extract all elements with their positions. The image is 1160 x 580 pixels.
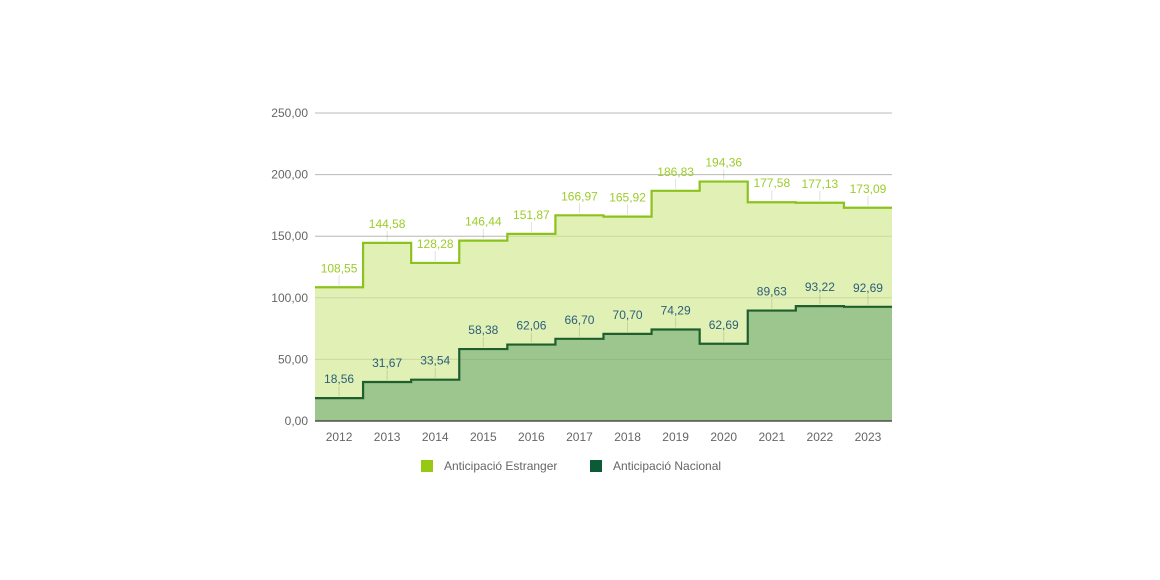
x-tick-label: 2023	[855, 430, 882, 444]
data-label: 186,83	[657, 165, 694, 179]
data-label: 33,54	[420, 354, 450, 368]
data-label: 93,22	[805, 280, 835, 294]
series-areas	[315, 112, 892, 421]
data-label: 194,36	[705, 156, 742, 170]
y-tick-label: 0,00	[285, 414, 309, 428]
data-label: 128,28	[417, 237, 454, 251]
x-tick-label: 2022	[807, 430, 834, 444]
x-tick-label: 2019	[662, 430, 689, 444]
y-tick-label: 50,00	[278, 352, 308, 366]
data-label: 31,67	[372, 356, 402, 370]
data-label: 177,13	[802, 177, 839, 191]
y-tick-label: 250,00	[271, 106, 308, 120]
data-label: 177,58	[753, 176, 790, 190]
x-tick-label: 2015	[470, 430, 497, 444]
data-label: 108,55	[321, 261, 358, 275]
line-series-1	[315, 305, 892, 400]
legend-swatch	[421, 460, 433, 472]
y-tick-label: 150,00	[271, 229, 308, 243]
data-label: 144,58	[369, 217, 406, 231]
x-tick-label: 2021	[758, 430, 785, 444]
data-label: 66,70	[564, 313, 594, 327]
legend[interactable]: Anticipació Estranger Anticipació Naciona…	[421, 459, 721, 473]
legend-item-0[interactable]: Anticipació Estranger	[421, 459, 557, 473]
data-label: 18,56	[324, 372, 354, 386]
data-labels: 108,55 144,58 128,28 146,44 151,87 166,97 165,…	[321, 156, 887, 397]
series-lines	[315, 180, 892, 400]
legend-label: Anticipació Nacional	[613, 459, 721, 473]
data-label: 70,70	[613, 308, 643, 322]
x-tick-label: 2017	[566, 430, 593, 444]
data-label: 166,97	[561, 189, 598, 203]
line-series-0	[315, 180, 892, 289]
x-tick-label: 2014	[422, 430, 449, 444]
x-tick-label: 2016	[518, 430, 545, 444]
data-label: 173,09	[850, 182, 887, 196]
data-label: 165,92	[609, 191, 646, 205]
data-label: 92,69	[853, 281, 883, 295]
data-label: 58,38	[468, 323, 498, 337]
data-label: 146,44	[465, 215, 502, 229]
y-tick-label: 200,00	[271, 168, 308, 182]
data-label: 62,06	[516, 319, 546, 333]
data-label: 62,69	[709, 318, 739, 332]
axes: 0,00 50,00 100,00 150,00 200,00 250,00 2012 201…	[271, 106, 892, 444]
legend-label: Anticipació Estranger	[444, 459, 557, 473]
data-label: 74,29	[661, 303, 691, 317]
x-tick-label: 2013	[374, 430, 401, 444]
data-label: 151,87	[513, 208, 550, 222]
y-tick-label: 100,00	[271, 291, 308, 305]
legend-swatch	[590, 460, 602, 472]
x-tick-label: 2012	[326, 430, 353, 444]
x-tick-label: 2018	[614, 430, 641, 444]
legend-item-1[interactable]: Anticipació Nacional	[590, 459, 721, 473]
x-tick-label: 2020	[710, 430, 737, 444]
data-label: 89,63	[757, 285, 787, 299]
